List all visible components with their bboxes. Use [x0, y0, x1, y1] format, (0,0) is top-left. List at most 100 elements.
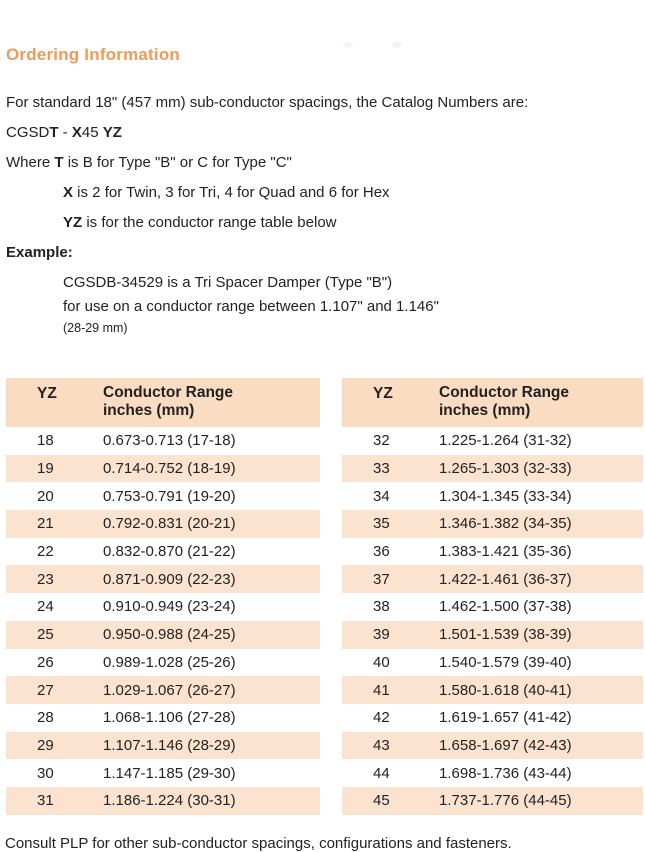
- yz-value: 27: [37, 681, 54, 699]
- table-row: 43 1.658-1.697 (42-43): [342, 731, 643, 760]
- header-range-line1: Conductor Range: [103, 384, 234, 401]
- table-row: 19 0.714-0.752 (18-19): [6, 454, 320, 483]
- conductor-range-value: 1.501-1.539 (38-39): [439, 626, 572, 644]
- header-yz: YZ: [373, 385, 393, 402]
- table-row: 32 1.225-1.264 (31-32): [342, 427, 643, 455]
- yz-value: 26: [37, 653, 54, 671]
- table-row: 33 1.265-1.303 (32-33): [342, 454, 643, 483]
- table-row: 23 0.871-0.909 (22-23): [6, 565, 320, 594]
- catalog-prefix: CGSD: [6, 124, 50, 141]
- header-yz: YZ: [37, 385, 57, 402]
- table-row: 36 1.383-1.421 (35-36): [342, 538, 643, 566]
- yz-value: 25: [37, 626, 54, 644]
- table-row: 37 1.422-1.461 (36-37): [342, 565, 643, 594]
- yz-value: 36: [373, 543, 390, 561]
- conductor-range-value: 1.107-1.146 (28-29): [103, 736, 236, 754]
- yz-value: 44: [373, 764, 390, 782]
- table-row: 39 1.501-1.539 (38-39): [342, 620, 643, 649]
- catalog-x: X: [71, 124, 82, 141]
- conductor-range-value: 1.540-1.579 (39-40): [439, 653, 572, 671]
- table-header: YZ Conductor Range inches (mm): [6, 378, 320, 427]
- catalog-yz: YZ: [102, 124, 122, 141]
- table-row: 34 1.304-1.345 (33-34): [342, 482, 643, 510]
- table-row: 28 1.068-1.106 (27-28): [6, 704, 320, 732]
- x-rest: is 2 for Twin, 3 for Tri, 4 for Quad and…: [73, 184, 390, 201]
- scan-artifact: [343, 42, 353, 48]
- conductor-range-value: 0.673-0.713 (17-18): [103, 432, 236, 450]
- conductor-range-value: 1.619-1.657 (41-42): [439, 709, 572, 727]
- yz-value: 39: [373, 626, 390, 644]
- conductor-range-value: 1.462-1.500 (37-38): [439, 598, 572, 616]
- yz-value: 29: [37, 736, 54, 754]
- header-conductor-range: Conductor Range inches (mm): [103, 384, 320, 420]
- scan-artifact: [392, 42, 402, 48]
- header-conductor-range: Conductor Range inches (mm): [439, 384, 643, 420]
- intro-line: For standard 18" (457 mm) sub-conductor …: [6, 94, 529, 111]
- conductor-range-value: 1.265-1.303 (32-33): [439, 460, 572, 478]
- yz-value: 30: [37, 764, 54, 782]
- conductor-range-value: 1.304-1.345 (33-34): [439, 487, 572, 505]
- table-row: 27 1.029-1.067 (26-27): [6, 676, 320, 704]
- footer-note: Consult PLP for other sub-conductor spac…: [5, 835, 512, 852]
- where-pre: Where: [6, 154, 55, 171]
- conductor-range-value: 0.753-0.791 (19-20): [103, 487, 236, 505]
- table-row: 21 0.792-0.831 (20-21): [6, 510, 320, 538]
- where-t: T: [54, 154, 64, 171]
- table-row: 25 0.950-0.988 (24-25): [6, 620, 320, 649]
- section-title: Ordering Information: [6, 45, 180, 64]
- conductor-range-value: 1.383-1.421 (35-36): [439, 543, 572, 561]
- header-range-line1: Conductor Range: [439, 384, 570, 401]
- conductor-range-value: 0.950-0.988 (24-25): [103, 626, 236, 644]
- x-bold: X: [63, 184, 74, 201]
- conductor-range-value: 1.737-1.776 (44-45): [439, 792, 572, 810]
- yz-value: 31: [37, 792, 54, 810]
- catalog-separator: -: [58, 124, 72, 141]
- conductor-range-value: 1.225-1.264 (31-32): [439, 432, 572, 450]
- table-header: YZ Conductor Range inches (mm): [342, 378, 643, 427]
- yz-rest: is for the conductor range table below: [82, 214, 337, 231]
- table-row: 45 1.737-1.776 (44-45): [342, 786, 643, 815]
- yz-value: 34: [373, 487, 390, 505]
- conductor-range-value: 1.029-1.067 (26-27): [103, 681, 236, 699]
- table-row: 40 1.540-1.579 (39-40): [342, 649, 643, 677]
- conductor-table-left: YZ Conductor Range inches (mm) 18 0.673-0…: [6, 378, 320, 815]
- yz-value: 19: [37, 460, 54, 478]
- conductor-range-value: 1.422-1.461 (36-37): [439, 570, 572, 588]
- conductor-range-value: 1.698-1.736 (43-44): [439, 764, 572, 782]
- table-row: 31 1.186-1.224 (30-31): [6, 786, 320, 815]
- conductor-range-value: 1.147-1.185 (29-30): [103, 764, 236, 782]
- conductor-range-value: 0.714-0.752 (18-19): [103, 460, 236, 478]
- conductor-range-value: 0.989-1.028 (25-26): [103, 653, 236, 671]
- yz-value: 20: [37, 487, 54, 505]
- catalog-number: 45: [81, 124, 103, 141]
- example-line-mm: (28-29 mm): [63, 321, 128, 335]
- yz-value: 21: [37, 515, 54, 533]
- yz-value: 23: [37, 570, 54, 588]
- conductor-range-value: 1.346-1.382 (34-35): [439, 515, 572, 533]
- yz-value: 41: [373, 681, 390, 699]
- conductor-range-value: 1.658-1.697 (42-43): [439, 736, 572, 754]
- yz-value: 18: [37, 432, 54, 450]
- yz-value: 35: [373, 515, 390, 533]
- table-row: 44 1.698-1.736 (43-44): [342, 759, 643, 787]
- header-range-line2: inches (mm): [103, 402, 195, 419]
- conductor-range-value: 0.832-0.870 (21-22): [103, 543, 236, 561]
- yz-value: 43: [373, 736, 390, 754]
- yz-value: 32: [373, 432, 390, 450]
- conductor-range-value: 1.186-1.224 (30-31): [103, 792, 236, 810]
- header-range-line2: inches (mm): [439, 402, 531, 419]
- catalog-t: T: [49, 124, 59, 141]
- yz-value: 40: [373, 653, 390, 671]
- table-row: 30 1.147-1.185 (29-30): [6, 759, 320, 787]
- where-line: Where T is B for Type "B" or C for Type …: [6, 148, 645, 178]
- conductor-range-value: 0.792-0.831 (20-21): [103, 515, 236, 533]
- yz-value: 28: [37, 709, 54, 727]
- table-body-left: 18 0.673-0.713 (17-18) 19 0.714-0.752 (18-1…: [6, 427, 320, 815]
- table-row: 42 1.619-1.657 (41-42): [342, 704, 643, 732]
- yz-bold: YZ: [63, 214, 83, 231]
- yz-definition-line: YZ is for the conductor range table belo…: [6, 208, 645, 238]
- table-row: 35 1.346-1.382 (34-35): [342, 510, 643, 538]
- table-row: 18 0.673-0.713 (17-18): [6, 427, 320, 455]
- yz-value: 45: [373, 792, 390, 810]
- example-line-2: for use on a conductor range between 1.1…: [63, 298, 439, 315]
